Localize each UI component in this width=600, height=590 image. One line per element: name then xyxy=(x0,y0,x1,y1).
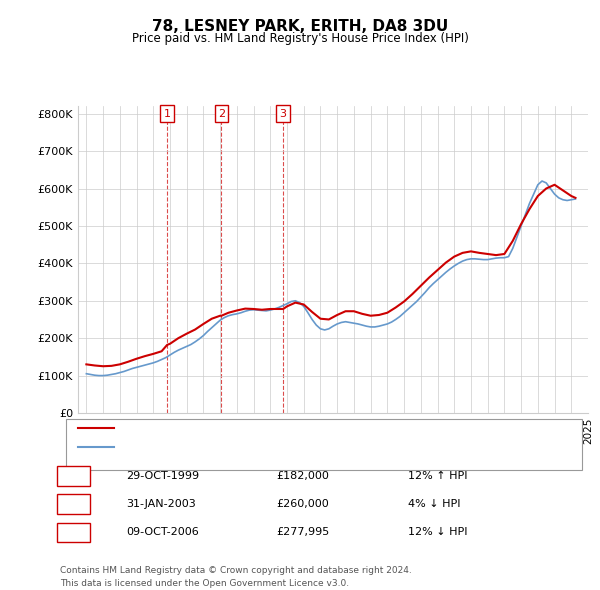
Text: Price paid vs. HM Land Registry's House Price Index (HPI): Price paid vs. HM Land Registry's House … xyxy=(131,32,469,45)
Text: 78, LESNEY PARK, ERITH, DA8 3DU: 78, LESNEY PARK, ERITH, DA8 3DU xyxy=(152,19,448,34)
Text: 3: 3 xyxy=(70,526,77,539)
Text: 29-OCT-1999: 29-OCT-1999 xyxy=(126,471,199,480)
Text: 31-JAN-2003: 31-JAN-2003 xyxy=(126,499,196,509)
Text: 12% ↓ HPI: 12% ↓ HPI xyxy=(408,527,467,537)
Text: £260,000: £260,000 xyxy=(276,499,329,509)
Text: 3: 3 xyxy=(280,109,287,119)
Text: 2: 2 xyxy=(70,497,77,510)
Text: 4% ↓ HPI: 4% ↓ HPI xyxy=(408,499,461,509)
Text: 09-OCT-2006: 09-OCT-2006 xyxy=(126,527,199,537)
Text: 1: 1 xyxy=(164,109,170,119)
Text: 78, LESNEY PARK, ERITH, DA8 3DU (detached house): 78, LESNEY PARK, ERITH, DA8 3DU (detache… xyxy=(120,423,395,432)
Text: This data is licensed under the Open Government Licence v3.0.: This data is licensed under the Open Gov… xyxy=(60,579,349,588)
Text: 2: 2 xyxy=(218,109,225,119)
Text: Contains HM Land Registry data © Crown copyright and database right 2024.: Contains HM Land Registry data © Crown c… xyxy=(60,566,412,575)
Text: 1: 1 xyxy=(70,469,77,482)
Text: £277,995: £277,995 xyxy=(276,527,329,537)
Text: £182,000: £182,000 xyxy=(276,471,329,480)
Text: HPI: Average price, detached house, Bexley: HPI: Average price, detached house, Bexl… xyxy=(120,442,348,452)
Text: 12% ↑ HPI: 12% ↑ HPI xyxy=(408,471,467,480)
